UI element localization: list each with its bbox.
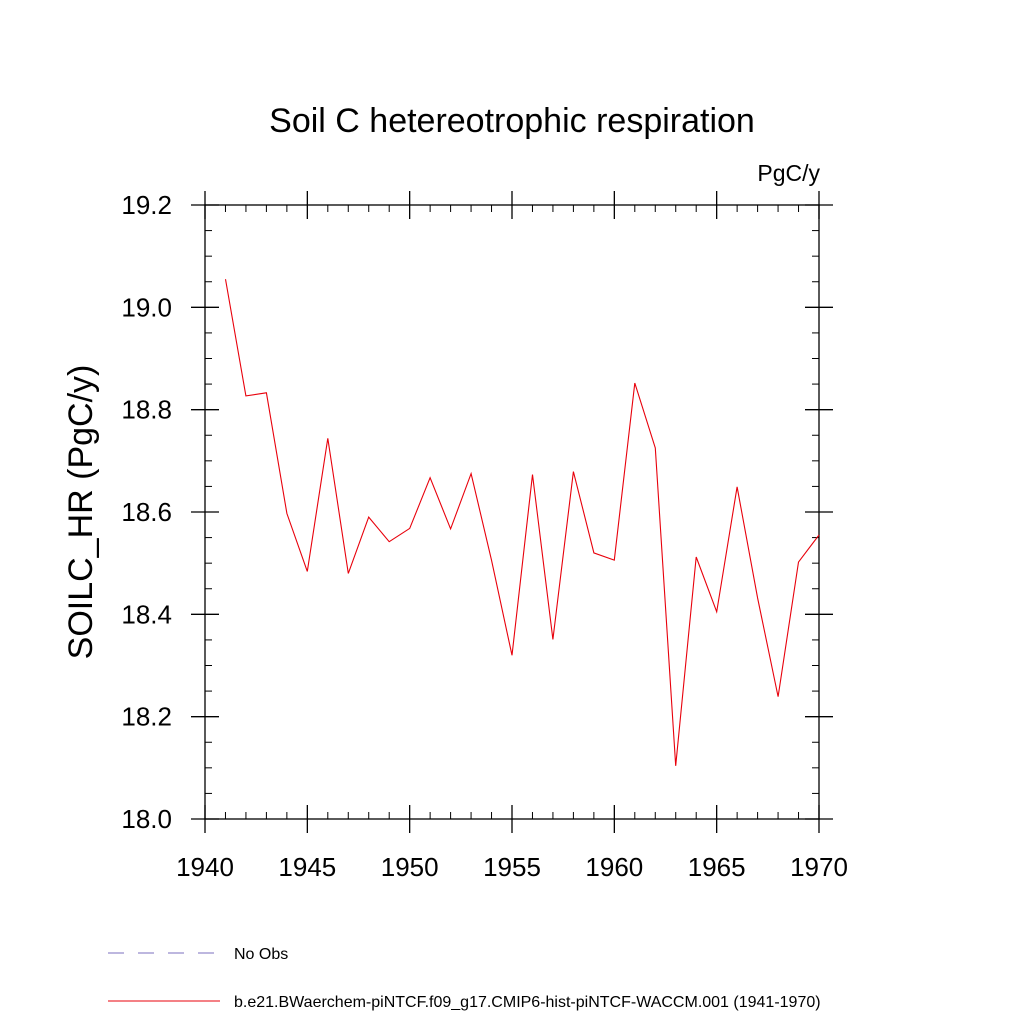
y-tick-label: 19.0: [121, 292, 172, 322]
y-tick-label: 18.0: [121, 804, 172, 834]
x-tick-label: 1960: [585, 852, 643, 882]
legend-label-model-run: b.e21.BWaerchem-piNTCF.f09_g17.CMIP6-his…: [234, 994, 821, 1011]
axis-tick-labels: 1940 1945 1950 1955 1960 1965 1970 18.0 18.2 18.4…: [121, 190, 848, 882]
legend-label-no-obs: No Obs: [234, 946, 288, 963]
axis-ticks: [191, 191, 833, 833]
units-label: PgC/y: [757, 160, 820, 186]
legend: No Obs b.e21.BWaerchem-piNTCF.f09_g17.CM…: [108, 946, 821, 1011]
x-tick-label: 1950: [381, 852, 439, 882]
chart-title: Soil C hetereotrophic respiration: [269, 102, 755, 140]
series-layer: [224, 279, 820, 766]
y-tick-label: 18.4: [121, 599, 172, 629]
series-line-0: [224, 279, 820, 766]
x-tick-label: 1970: [790, 852, 848, 882]
x-tick-label: 1955: [483, 852, 541, 882]
x-tick-label: 1965: [688, 852, 746, 882]
y-axis-label: SOILC_HR (PgC/y): [62, 365, 100, 660]
x-tick-label: 1940: [176, 852, 234, 882]
y-tick-label: 18.6: [121, 497, 172, 527]
y-tick-label: 19.2: [121, 190, 172, 220]
plot-frame: [204, 204, 820, 820]
y-tick-label: 18.8: [121, 395, 172, 425]
x-tick-label: 1945: [278, 852, 336, 882]
y-tick-label: 18.2: [121, 702, 172, 732]
